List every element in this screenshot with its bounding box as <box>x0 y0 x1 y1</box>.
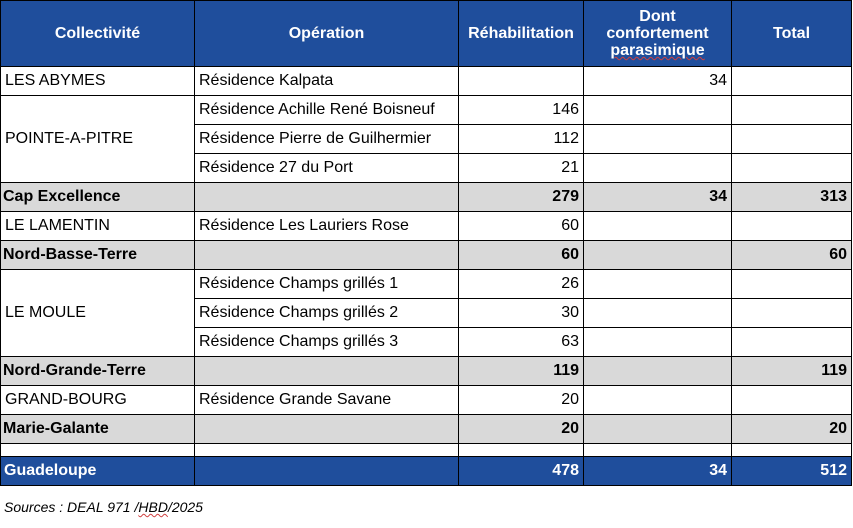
confortement-cell <box>583 385 732 415</box>
collectivite-cell: POINTE-A-PITRE <box>0 95 195 183</box>
header-total: Total <box>731 0 852 67</box>
confortement-cell <box>583 356 732 386</box>
confortement-cell <box>583 298 732 328</box>
total-cell <box>731 153 852 183</box>
grand-total-label: Guadeloupe <box>0 456 195 486</box>
operation-cell <box>194 182 459 212</box>
operation-cell: Résidence 27 du Port <box>194 153 459 183</box>
total-cell <box>731 327 852 357</box>
header-row: Collectivité Opération Réhabilitation Do… <box>0 0 852 67</box>
rehabilitation-cell: 60 <box>458 211 584 241</box>
confortement-cell <box>583 211 732 241</box>
collectivite-cell: LE MOULE <box>0 269 195 357</box>
total-cell <box>731 124 852 154</box>
confortement-cell <box>583 327 732 357</box>
operation-cell: Résidence Kalpata <box>194 66 459 96</box>
confortement-cell <box>583 153 732 183</box>
table-row: LES ABYMES Résidence Kalpata 34 <box>0 66 852 96</box>
subtotal-label: Marie-Galante <box>0 414 195 444</box>
operation-cell: Résidence Champs grillés 3 <box>194 327 459 357</box>
operation-cell: Résidence Grande Savane <box>194 385 459 415</box>
total-cell <box>731 385 852 415</box>
source-hbd: HBD <box>138 499 168 515</box>
total-cell <box>731 269 852 299</box>
subtotal-label: Cap Excellence <box>0 182 195 212</box>
rehabilitation-cell: 146 <box>458 95 584 125</box>
confortement-cell <box>583 124 732 154</box>
collectivite-cell: LE LAMENTIN <box>0 211 195 241</box>
source-suffix: /2025 <box>167 499 203 515</box>
rehabilitation-cell: 478 <box>458 456 584 486</box>
spacer-row <box>0 443 852 457</box>
operation-cell <box>194 414 459 444</box>
grand-total-row: Guadeloupe 478 34 512 <box>0 456 852 486</box>
confortement-cell: 34 <box>583 182 732 212</box>
total-cell <box>731 95 852 125</box>
table-row: GRAND-BOURG Résidence Grande Savane 20 <box>0 385 852 415</box>
header-collectivite: Collectivité <box>0 0 195 67</box>
table-row: LE MOULE Résidence Champs grillés 1 26 <box>0 269 852 357</box>
subtotal-label: Nord-Basse-Terre <box>0 240 195 270</box>
table-row: Résidence Champs grillés 2 30 <box>1 298 852 328</box>
header-dont-confortement: Dont confortement parasimique <box>583 0 732 67</box>
operation-cell <box>194 356 459 386</box>
operation-cell <box>194 240 459 270</box>
rehabilitation-cell: 26 <box>458 269 584 299</box>
confortement-cell <box>583 269 732 299</box>
total-cell: 119 <box>731 356 852 386</box>
total-cell: 313 <box>731 182 852 212</box>
rehabilitation-cell: 112 <box>458 124 584 154</box>
header-dont-line3: parasimique <box>610 42 705 59</box>
source-prefix: Sources : DEAL 971 / <box>4 499 139 515</box>
collectivite-cell: LES ABYMES <box>0 66 195 96</box>
operation-cell: Résidence Achille René Boisneuf <box>194 95 459 125</box>
source-note: Sources : DEAL 971 /HBD/2025 <box>4 499 203 515</box>
rehabilitation-cell: 20 <box>458 385 584 415</box>
confortement-cell <box>583 414 732 444</box>
header-rehabilitation: Réhabilitation <box>458 0 584 67</box>
confortement-cell <box>583 240 732 270</box>
total-cell <box>731 298 852 328</box>
rehabilitation-cell <box>458 66 584 96</box>
rehabilitation-cell: 60 <box>458 240 584 270</box>
housing-table: Collectivité Opération Réhabilitation Do… <box>0 0 852 486</box>
table-row: Résidence Champs grillés 3 63 <box>1 327 852 357</box>
rehabilitation-cell: 20 <box>458 414 584 444</box>
total-cell <box>731 66 852 96</box>
subtotal-row: Cap Excellence 279 34 313 <box>0 182 852 212</box>
header-dont-line1: Dont <box>639 8 676 25</box>
table-row: POINTE-A-PITRE Résidence Achille René Bo… <box>0 95 852 183</box>
subtotal-row: Nord-Grande-Terre 119 119 <box>0 356 852 386</box>
total-cell <box>731 211 852 241</box>
rehabilitation-cell: 63 <box>458 327 584 357</box>
total-cell: 512 <box>731 456 852 486</box>
operation-cell <box>194 456 459 486</box>
rehabilitation-cell: 119 <box>458 356 584 386</box>
total-cell: 60 <box>731 240 852 270</box>
confortement-cell: 34 <box>583 66 732 96</box>
total-cell: 20 <box>731 414 852 444</box>
confortement-cell: 34 <box>583 456 732 486</box>
subtotal-row: Nord-Basse-Terre 60 60 <box>0 240 852 270</box>
table-row: Résidence Pierre de Guilhermier 112 <box>1 124 852 154</box>
subtotal-row: Marie-Galante 20 20 <box>0 414 852 444</box>
operation-cell: Résidence Champs grillés 1 <box>194 269 459 299</box>
table-row: LE LAMENTIN Résidence Les Lauriers Rose … <box>0 211 852 241</box>
confortement-cell <box>583 95 732 125</box>
header-operation: Opération <box>194 0 459 67</box>
rehabilitation-cell: 279 <box>458 182 584 212</box>
operation-cell: Résidence Les Lauriers Rose <box>194 211 459 241</box>
header-dont-line2: confortement <box>606 25 709 42</box>
rehabilitation-cell: 30 <box>458 298 584 328</box>
collectivite-cell: GRAND-BOURG <box>0 385 195 415</box>
operation-cell: Résidence Pierre de Guilhermier <box>194 124 459 154</box>
rehabilitation-cell: 21 <box>458 153 584 183</box>
subtotal-label: Nord-Grande-Terre <box>0 356 195 386</box>
operation-cell: Résidence Champs grillés 2 <box>194 298 459 328</box>
